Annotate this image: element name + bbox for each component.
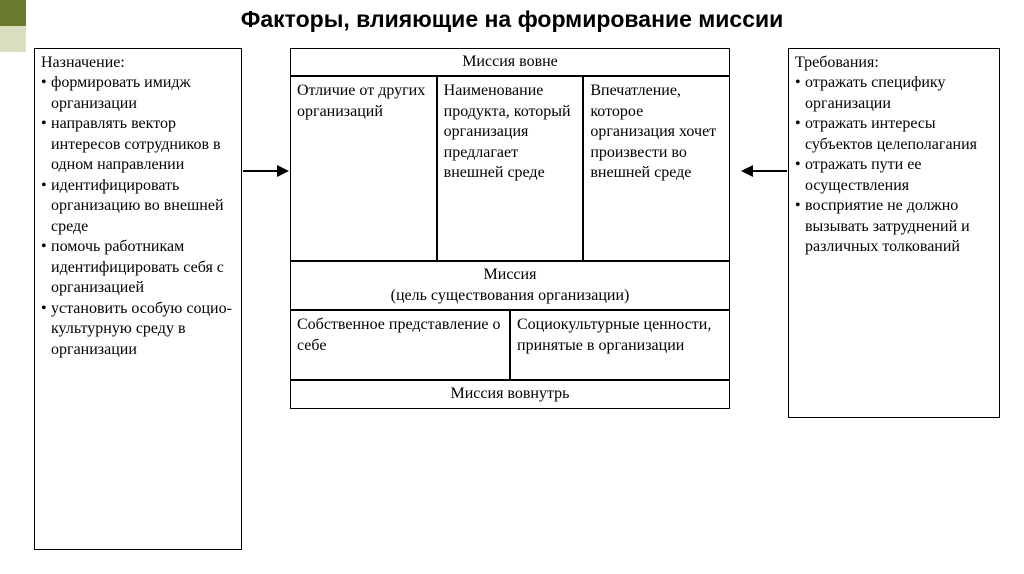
left-purpose-box: Назначение: формировать имидж организаци…	[34, 48, 242, 550]
right-heading: Требования:	[795, 53, 993, 73]
right-requirements-box: Требования: отражать специфику организац…	[788, 48, 1000, 418]
center-cell: Социокультурные ценности, принятые в орг…	[510, 310, 730, 380]
mission-out-header: Миссия вовне	[290, 48, 730, 76]
mission-mid-line2: (цель существования организации)	[391, 287, 630, 304]
arrow-right-icon	[243, 164, 289, 178]
left-item: идентифицировать организацию во внешней …	[41, 176, 235, 237]
right-list: отражать специфику организации отражать …	[795, 73, 993, 257]
right-item: восприятие не должно вызывать затруднени…	[795, 196, 993, 257]
center-cell: Впечатление, которое организация хочет п…	[583, 76, 730, 261]
mission-mid-line1: Миссия	[484, 266, 537, 283]
left-item: направлять вектор интересов сотрудников …	[41, 114, 235, 175]
left-item: установить особую социо-культурную среду…	[41, 299, 235, 360]
arrow-left-icon	[741, 164, 787, 178]
center-cell: Собственное представление о себе	[290, 310, 510, 380]
right-item: отражать пути ее осуществления	[795, 155, 993, 196]
mission-mid-header: Миссия (цель существования организации)	[290, 261, 730, 310]
diagram-root: Назначение: формировать имидж организаци…	[34, 48, 1000, 560]
page-title: Факторы, влияющие на формирование миссии	[0, 6, 1024, 33]
right-item: отражать интересы субъектов целеполагани…	[795, 114, 993, 155]
center-cluster: Миссия вовне Отличие от других организац…	[290, 48, 730, 409]
left-item: формировать имидж организации	[41, 73, 235, 114]
left-list: формировать имидж организации направлять…	[41, 73, 235, 360]
left-item: помочь работникам идентифицировать себя …	[41, 237, 235, 298]
center-cell: Отличие от других организаций	[290, 76, 437, 261]
mission-in-header: Миссия вовнутрь	[290, 380, 730, 408]
left-heading: Назначение:	[41, 53, 235, 73]
center-cell: Наименование продукта, который организац…	[437, 76, 584, 261]
right-item: отражать специфику организации	[795, 73, 993, 114]
